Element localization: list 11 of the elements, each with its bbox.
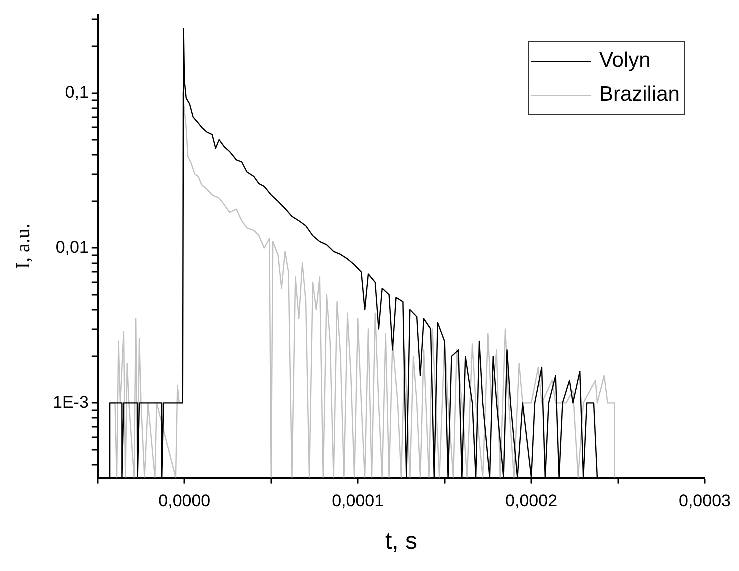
x-axis-title: t, s — [385, 528, 418, 556]
y-tick-label: 0,01 — [56, 238, 89, 257]
x-tick-label: 0,0002 — [506, 492, 558, 511]
y-tick-label: 1E-3 — [52, 392, 89, 412]
x-tick-label: 0,0001 — [332, 492, 384, 511]
y-axis-title: I, a.u. — [12, 224, 34, 270]
y-tick-label: 0,1 — [65, 82, 89, 102]
x-tick-label: 0,0003 — [679, 492, 731, 511]
x-tick-label: 0,0000 — [158, 492, 211, 511]
legend-label: Volyn — [599, 49, 651, 73]
legend-label: Brazilian — [599, 83, 680, 107]
